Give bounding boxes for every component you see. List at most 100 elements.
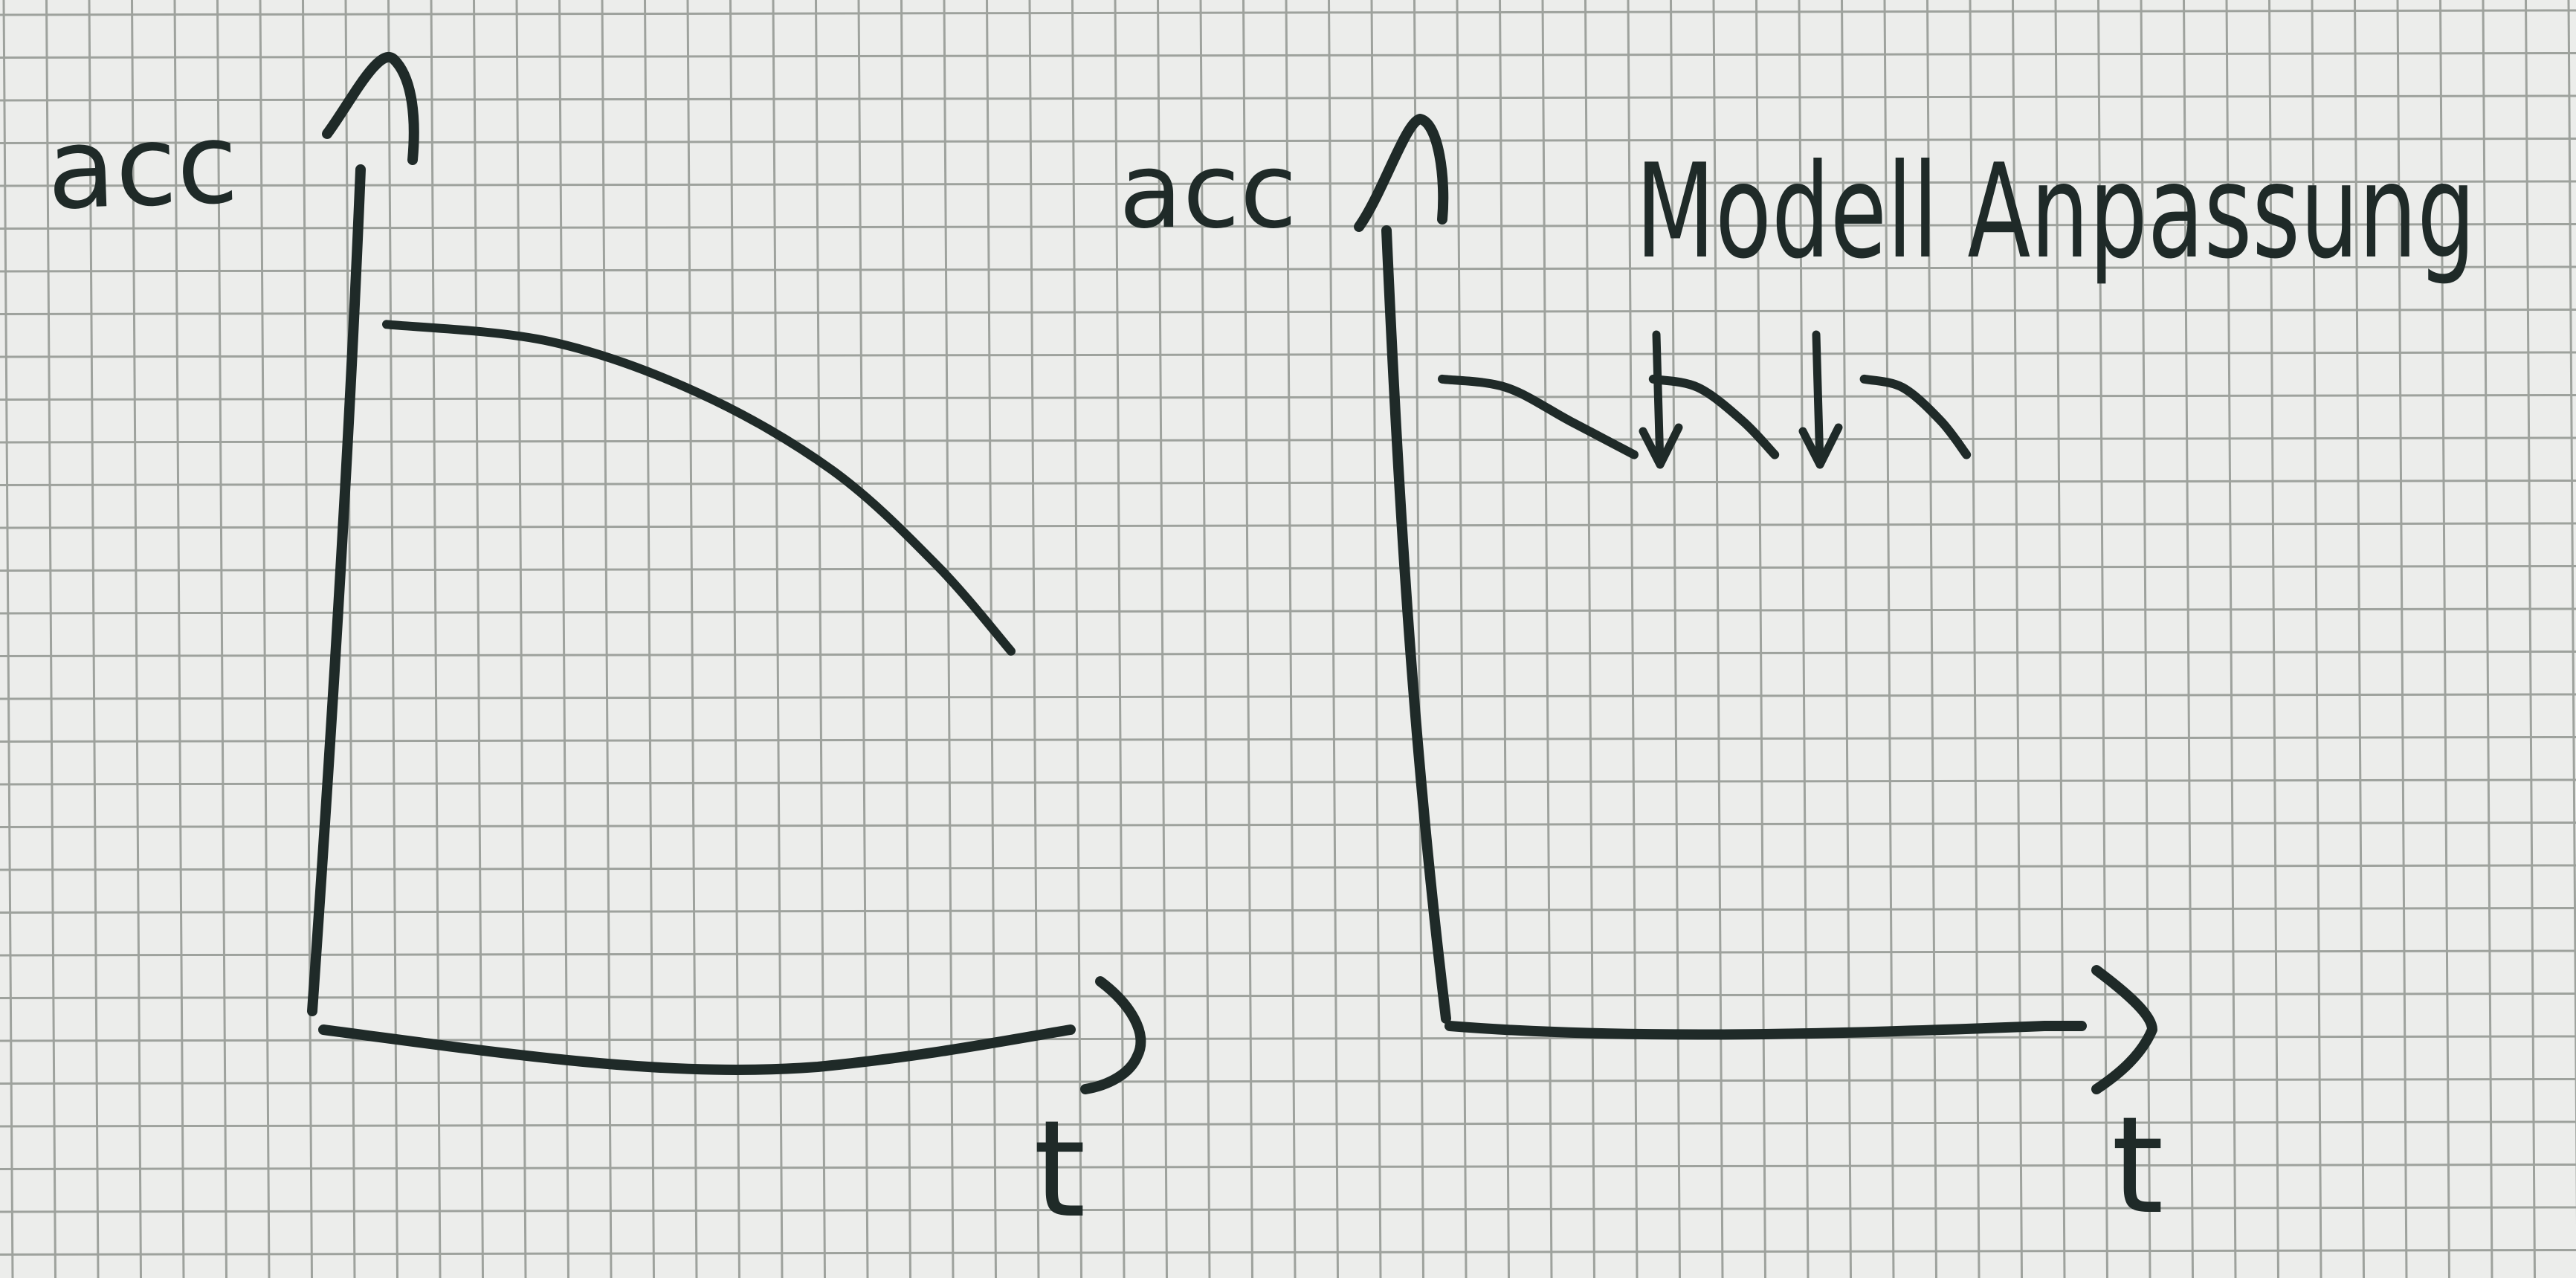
grid-line-vertical (344, 0, 356, 1278)
grid-line-vertical (2054, 0, 2066, 1278)
chart-1-y-axis-arrowhead (322, 52, 419, 165)
grid-line-vertical (1114, 0, 1126, 1278)
grid-line-vertical (1285, 0, 1297, 1278)
grid-line-vertical (173, 0, 185, 1278)
grid-line-horizontal (0, 265, 2576, 273)
grid-line-horizontal (0, 436, 2576, 444)
grid-line-horizontal (0, 736, 2576, 743)
grid-line-horizontal (0, 223, 2576, 230)
grid-line-vertical (1242, 0, 1253, 1278)
chart-1-series-line (382, 320, 1016, 656)
grid-line-vertical (1841, 0, 1852, 1278)
chart-2-annotation-arrows (1639, 330, 1843, 469)
chart-2-series-segment-2 (1648, 374, 1780, 459)
chart-1-y-axis-label: acc (45, 99, 240, 235)
grid-line-vertical (430, 0, 442, 1278)
grid-line-vertical (943, 0, 955, 1278)
grid-line-vertical (515, 0, 527, 1278)
grid-line-vertical (216, 0, 227, 1278)
grid-line-horizontal (0, 394, 2576, 401)
chart-2-y-axis-label: acc (1119, 131, 1297, 252)
grid-line-vertical (1883, 0, 1895, 1278)
grid-line-horizontal (0, 565, 2576, 572)
grid-line-horizontal (0, 907, 2576, 914)
chart-2-series-segment-3 (1859, 374, 1972, 459)
grid-line-horizontal (0, 1078, 2576, 1085)
grid-line-horizontal (0, 993, 2576, 999)
chart-2-x-axis (1444, 1020, 2087, 1040)
grid-line-horizontal (0, 309, 2576, 315)
grid-line-vertical (2567, 0, 2576, 1225)
grid-line-vertical (2525, 0, 2536, 1278)
grid-line-vertical (131, 0, 142, 1278)
grid-line-vertical (2482, 0, 2493, 1278)
chart-2-annotation-text: Modell Anpassung (1636, 137, 2476, 288)
grid-line-horizontal (0, 1206, 2576, 1213)
grid-line-vertical (2183, 0, 2194, 1278)
grid-line-vertical (259, 0, 271, 1278)
grid-line-vertical (2225, 0, 2237, 1278)
grid-line-vertical (473, 0, 484, 1278)
grid-line-horizontal (0, 180, 2576, 187)
grid-line-vertical (1499, 0, 1510, 1278)
grid-line-vertical (302, 0, 313, 1278)
chart-1-x-axis-label: t (1033, 1092, 1086, 1248)
grid-line-vertical (1969, 0, 1981, 1278)
grid-line-horizontal (0, 52, 2576, 59)
grid-line-horizontal (0, 949, 2576, 957)
grid-line-horizontal (0, 522, 2576, 529)
grid-line-vertical (2097, 0, 2108, 1278)
grid-line-vertical (986, 0, 997, 1278)
chart-2-y-axis (1381, 225, 1451, 1024)
grid-line-vertical (1157, 0, 1168, 1278)
grid-line-vertical (2140, 0, 2151, 1278)
chart-1-y-axis (307, 164, 366, 1016)
chart-2-annotation-arrow-2 (1798, 330, 1843, 469)
chart-1-x-axis (318, 1024, 1076, 1075)
chart-2-series-segment-1 (1438, 374, 1639, 459)
grid-line-vertical (1755, 0, 1766, 1278)
grid-line-horizontal (0, 607, 2576, 615)
grid-line-horizontal (0, 138, 2576, 144)
grid-line-vertical (1028, 0, 1040, 1278)
grid-line-vertical (1926, 0, 1937, 1278)
chart-1: acc t (45, 52, 1146, 1248)
grid-line-vertical (1456, 0, 1468, 1278)
grid-line-vertical (2396, 0, 2408, 1278)
grid-line-horizontal (0, 822, 2576, 828)
grid-line-horizontal (0, 1164, 2576, 1170)
grid-line-horizontal (0, 9, 2576, 16)
grid-line-horizontal (0, 864, 2576, 871)
grid-line-vertical (1670, 0, 1681, 1278)
grid-line-vertical (2311, 0, 2322, 1278)
chart-2: acc t Modell Anpassung (1119, 114, 2476, 1244)
chart-2-x-axis-arrowhead (2091, 965, 2157, 1094)
grid-line-vertical (2268, 0, 2279, 1278)
grid-line-vertical (2439, 0, 2450, 1278)
grid-line-vertical (1199, 0, 1211, 1278)
grid-line-vertical (88, 0, 100, 1278)
chart-2-annotation-arrow-1 (1639, 330, 1683, 469)
chart-2-x-axis-label: t (2111, 1088, 2164, 1244)
grid-line-horizontal (0, 480, 2576, 486)
grid-line-horizontal (0, 1120, 2576, 1128)
grid-line-vertical (2, 0, 14, 1278)
grid-line-vertical (1413, 0, 1424, 1278)
chart-2-y-axis-arrowhead (1354, 114, 1449, 232)
grid-line-vertical (1584, 0, 1595, 1278)
grid-line-vertical (1798, 0, 1810, 1278)
grid-line-vertical (387, 0, 398, 1278)
grid-line-vertical (45, 0, 57, 1278)
chart-2-series-segments (1438, 374, 1972, 459)
grid-line-vertical (1627, 0, 1639, 1278)
grid-line-horizontal (0, 94, 2576, 102)
grid-line-vertical (2012, 0, 2023, 1278)
grid-line-vertical (1712, 0, 1724, 1278)
chart-1-x-axis-arrowhead (1080, 976, 1146, 1094)
grid-line-vertical (900, 0, 911, 1278)
grid-line-horizontal (0, 1249, 2576, 1256)
grid-line-horizontal (0, 693, 2576, 700)
grid-line-vertical (1071, 0, 1082, 1278)
grid-line-horizontal (0, 651, 2576, 657)
